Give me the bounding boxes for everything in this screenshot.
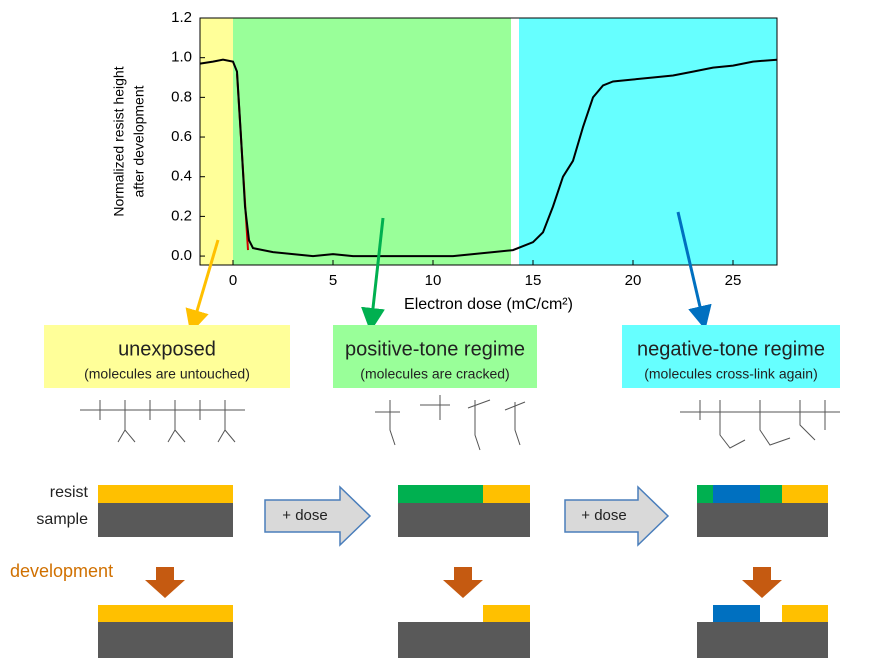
stack [98,485,828,537]
resist-layer [713,605,760,622]
resist-layer [760,485,782,503]
regime-region [519,18,777,265]
regime-region [233,18,511,265]
sample-layer [697,622,828,658]
resist-layer [483,485,530,503]
panel-subtitle: (molecules are cracked) [360,366,509,382]
panel-title: negative-tone regime [637,338,825,360]
layer-label: resist [50,484,89,501]
resist-layer [782,485,828,503]
sample-layer [697,503,828,537]
x-tick-label: 0 [229,272,237,289]
resist-layer [697,485,713,503]
resist-layer [713,485,760,503]
layer-label: sample [36,511,88,528]
sample-layer [98,622,233,658]
resist-layer [483,605,530,622]
resist-layer [98,485,233,503]
y-tick-label: 0.6 [171,128,192,145]
resist-layer [398,485,483,503]
sample-layer [98,503,233,537]
y-axis-label: Normalized resist height [111,66,127,216]
y-tick-label: 0.0 [171,247,192,264]
x-tick-label: 15 [525,272,542,289]
molecule-sketch [80,395,840,450]
dose-label: + dose [282,507,327,524]
development-label: development [10,561,113,581]
x-tick-label: 25 [725,272,742,289]
x-tick-label: 10 [425,272,442,289]
panel-subtitle: (molecules are untouched) [84,366,250,382]
dose-label: + dose [581,507,626,524]
y-tick-label: 1.0 [171,49,192,66]
panel-title: positive-tone regime [345,338,525,360]
stack [98,605,828,658]
x-tick-label: 5 [329,272,337,289]
resist-layer [98,605,233,622]
y-tick-label: 0.8 [171,88,192,105]
regime-region [200,18,233,265]
figure: 0.0 0.2 0.4 0.6 0.8 1.0 1.2 0 5 10 15 20 25 Electron … [0,0,872,658]
x-tick-label: 20 [625,272,642,289]
panel-subtitle: (molecules cross-link again) [644,366,818,382]
y-tick-label: 0.4 [171,168,192,185]
sample-layer [398,503,530,537]
y-tick-label: 0.2 [171,207,192,224]
y-tick-label: 1.2 [171,9,192,26]
panel-title: unexposed [118,338,216,360]
resist-layer [782,605,828,622]
sample-layer [398,622,530,658]
development-arrows [145,567,782,598]
y-axis-label: after development [131,85,147,197]
x-axis-label: Electron dose (mC/cm²) [404,296,573,313]
